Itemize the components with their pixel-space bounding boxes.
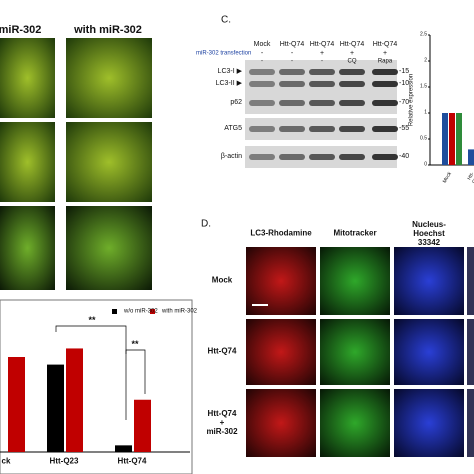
transfection-sign: +: [349, 50, 355, 58]
treatment-label: Rapa: [377, 58, 393, 65]
bar: [449, 113, 455, 165]
y-tick-label: 0: [424, 161, 427, 168]
mw-marker: -70: [399, 99, 410, 107]
band: [309, 81, 335, 87]
band: [339, 100, 365, 106]
mw-marker: -10: [399, 80, 410, 88]
column-header: with miR-302: [74, 23, 142, 36]
bar: [115, 445, 132, 452]
legend-label: with miR-302: [162, 308, 198, 315]
band: [309, 69, 335, 75]
y-tick-label: 1: [424, 109, 427, 116]
band: [279, 100, 305, 106]
mw-marker: -55: [399, 125, 410, 133]
mw-marker: -15: [399, 68, 410, 76]
lane-label: Htt-Q74: [339, 41, 365, 49]
y-axis-label: Relative expression: [408, 73, 415, 127]
y-tick-label: 0.5: [420, 135, 427, 142]
bar: [8, 357, 25, 452]
micrographs-a: [0, 38, 152, 290]
band: [372, 69, 398, 75]
panel-b-frame: [0, 299, 193, 474]
y-tick-label: 2.5: [420, 31, 427, 38]
bar: [442, 113, 448, 165]
significance: **: [88, 315, 96, 326]
column-header: Nucleus- Hoechst 33342: [412, 219, 446, 247]
band: [249, 154, 275, 160]
bar: [456, 113, 462, 165]
protein-label: LC3-I ▶: [217, 68, 242, 76]
x-tick-label: ck: [1, 456, 11, 466]
treatment-label: -: [291, 58, 293, 65]
bar: [468, 149, 474, 165]
band: [339, 126, 365, 132]
treatment-label: -: [261, 58, 263, 65]
treatment-label: CQ: [347, 58, 357, 65]
bracket: [125, 349, 146, 394]
panel-label: C.: [221, 14, 231, 26]
band: [309, 100, 335, 106]
mw-marker: -40: [399, 153, 410, 161]
column-header: Mitotracker: [333, 228, 377, 238]
band: [372, 100, 398, 106]
row-label: Htt-Q74 + miR-302: [206, 408, 238, 436]
column-header: LC3-Rhodamine: [250, 228, 312, 238]
y-tick-label: 1.5: [420, 83, 427, 90]
band: [372, 126, 398, 132]
transfection-sign: +: [319, 50, 325, 58]
row-label: Htt-Q74: [207, 346, 237, 356]
legend-swatch: [150, 309, 155, 314]
treatment-label: -: [321, 58, 323, 65]
x-tick-label: Htt-Q74: [117, 456, 147, 466]
panel-label: D.: [201, 218, 211, 230]
x-tick-label: Htt-Q23: [49, 456, 79, 466]
band: [372, 154, 398, 160]
band: [309, 154, 335, 160]
band: [339, 69, 365, 75]
band: [279, 154, 305, 160]
transfection-sign: +: [382, 50, 388, 58]
band: [339, 154, 365, 160]
protein-label: LC3-II ▶: [215, 80, 242, 88]
band: [279, 126, 305, 132]
band: [309, 126, 335, 132]
lane-label: Htt-Q74: [279, 41, 305, 49]
y-tick-label: 2: [424, 57, 427, 64]
transfection-label: miR-302 transfection: [196, 50, 252, 57]
significance: **: [131, 339, 139, 350]
legend-label: w/o miR-302: [124, 308, 158, 315]
legend-swatch: [112, 309, 117, 314]
bar: [134, 399, 151, 452]
bar: [66, 348, 83, 452]
band: [372, 81, 398, 87]
band: [249, 126, 275, 132]
lane-label: Mock: [253, 41, 271, 49]
blots: [245, 60, 397, 168]
lane-label: Htt-Q74: [309, 41, 335, 49]
transfection-sign: -: [290, 50, 294, 58]
band: [249, 69, 275, 75]
protein-label: p62: [230, 99, 242, 107]
transfection-sign: -: [260, 50, 264, 58]
bands: [249, 69, 398, 160]
band: [249, 81, 275, 87]
protein-label: ATG5: [224, 125, 242, 133]
bar: [47, 364, 64, 452]
protein-label: β-actin: [220, 153, 242, 161]
lane-label: Htt-Q74: [372, 41, 398, 49]
bracket: [55, 325, 127, 420]
micrographs-d: [246, 247, 474, 457]
band: [339, 81, 365, 87]
band: [279, 81, 305, 87]
band: [279, 69, 305, 75]
row-label: Mock: [211, 275, 233, 285]
band: [249, 100, 275, 106]
column-header: miR-302: [0, 23, 42, 36]
